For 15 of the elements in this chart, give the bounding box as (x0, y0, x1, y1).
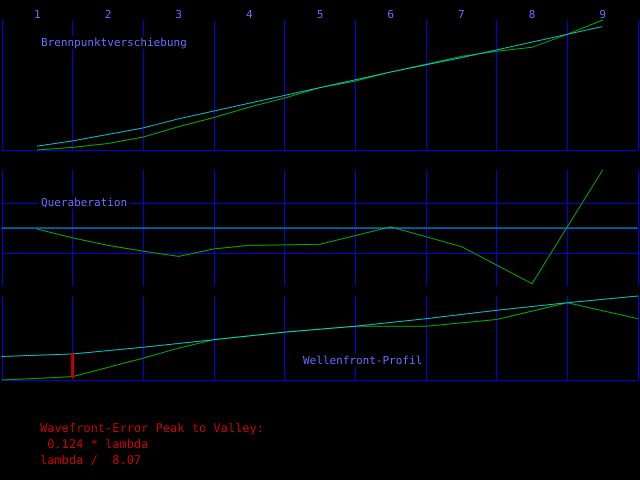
text: Queraberation (41, 196, 128, 209)
text: Brennpunktverschiebung (41, 36, 187, 49)
x-tick-label: 1 (34, 8, 41, 21)
x-tick-label: 3 (175, 8, 182, 21)
text: 0.124 * lambda (40, 437, 148, 451)
x-tick-label: 7 (458, 8, 465, 21)
x-tick-label: 4 (246, 8, 254, 21)
text: lambda / 8.07 (40, 453, 142, 467)
x-tick-label: 5 (316, 8, 324, 21)
text: Wellenfront-Profil (303, 354, 422, 367)
x-tick-label: 2 (104, 8, 112, 21)
x-tick-label: 9 (599, 8, 606, 21)
x-tick-label: 8 (528, 8, 536, 21)
x-tick-label: 6 (387, 8, 394, 21)
text: Wavefront-Error Peak to Valley: (40, 421, 264, 435)
